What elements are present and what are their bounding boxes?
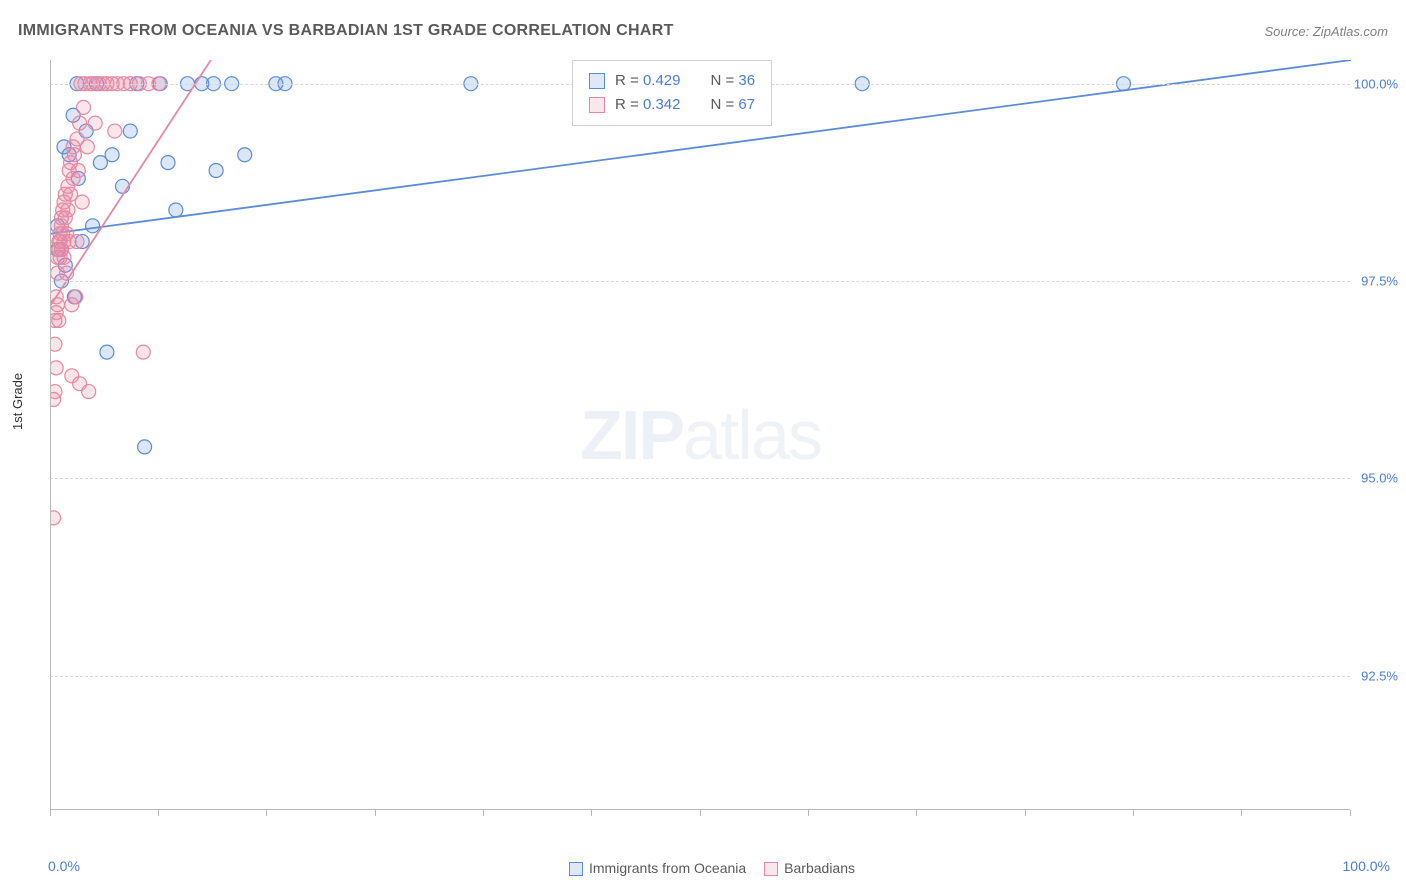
scatter-svg — [51, 60, 1351, 810]
data-point-oceania — [105, 148, 119, 162]
stat-r-value: 0.342 — [643, 96, 681, 113]
data-point-barbadians — [73, 116, 87, 130]
gridline — [50, 478, 1350, 479]
stat-n-label: N = 67 — [710, 93, 755, 117]
data-point-barbadians — [51, 361, 63, 375]
stat-n-value: 67 — [738, 96, 755, 113]
data-point-oceania — [100, 345, 114, 359]
legend-bottom: Immigrants from Oceania Barbadians — [0, 860, 1406, 876]
stat-r-label: R = 0.429 — [615, 69, 680, 93]
legend-swatch-oceania — [569, 862, 583, 876]
legend-label-barbadians: Barbadians — [784, 860, 855, 876]
data-point-oceania — [169, 203, 183, 217]
data-point-barbadians — [51, 385, 62, 399]
data-point-oceania — [238, 148, 252, 162]
source-site: ZipAtlas.com — [1313, 24, 1388, 39]
y-tick-label: 97.5% — [1361, 274, 1398, 289]
data-point-barbadians — [70, 235, 84, 249]
x-tick-mark — [483, 810, 484, 816]
y-tick-label: 95.0% — [1361, 471, 1398, 486]
x-tick-mark — [266, 810, 267, 816]
plot-area: ZIPatlas — [50, 60, 1350, 810]
data-point-barbadians — [75, 195, 89, 209]
stat-n-label: N = 36 — [710, 69, 755, 93]
y-tick-label: 92.5% — [1361, 668, 1398, 683]
source-prefix: Source: — [1264, 24, 1312, 39]
legend-swatch-barbadians — [764, 862, 778, 876]
x-tick-mark — [591, 810, 592, 816]
data-point-barbadians — [108, 124, 122, 138]
data-point-barbadians — [67, 148, 81, 162]
data-point-oceania — [161, 156, 175, 170]
x-tick-mark — [916, 810, 917, 816]
gridline — [50, 281, 1350, 282]
stats-legend-box: R = 0.429 N = 36 R = 0.342 N = 67 — [572, 60, 772, 126]
data-point-barbadians — [80, 140, 94, 154]
x-tick-mark — [1241, 810, 1242, 816]
data-point-barbadians — [65, 369, 79, 383]
data-point-barbadians — [60, 266, 74, 280]
y-axis-label: 1st Grade — [10, 373, 25, 430]
data-point-barbadians — [52, 314, 66, 328]
x-tick-mark — [808, 810, 809, 816]
gridline — [50, 676, 1350, 677]
data-point-barbadians — [77, 100, 91, 114]
data-point-oceania — [209, 164, 223, 178]
data-point-barbadians — [69, 290, 83, 304]
legend-swatch-oceania — [589, 73, 605, 89]
data-point-barbadians — [51, 298, 65, 312]
stats-row-barbadians: R = 0.342 N = 67 — [589, 93, 755, 117]
y-tick-label: 100.0% — [1354, 76, 1398, 91]
stat-r-value: 0.429 — [643, 72, 681, 89]
x-tick-mark — [1133, 810, 1134, 816]
legend-label-oceania: Immigrants from Oceania — [589, 860, 746, 876]
stat-r-label: R = 0.342 — [615, 93, 680, 117]
chart-title: IMMIGRANTS FROM OCEANIA VS BARBADIAN 1ST… — [18, 22, 674, 40]
data-point-barbadians — [136, 345, 150, 359]
x-tick-mark — [158, 810, 159, 816]
x-tick-mark — [700, 810, 701, 816]
data-point-barbadians — [51, 511, 61, 525]
stats-row-oceania: R = 0.429 N = 36 — [589, 69, 755, 93]
x-tick-mark — [50, 810, 51, 816]
data-point-oceania — [86, 219, 100, 233]
x-tick-mark — [1025, 810, 1026, 816]
source-attribution: Source: ZipAtlas.com — [1264, 24, 1388, 39]
data-point-barbadians — [57, 250, 71, 264]
data-point-barbadians — [88, 116, 102, 130]
data-point-barbadians — [71, 164, 85, 178]
data-point-oceania — [138, 440, 152, 454]
data-point-barbadians — [51, 337, 62, 351]
data-point-oceania — [123, 124, 137, 138]
x-tick-mark — [1350, 810, 1351, 816]
data-point-barbadians — [61, 203, 75, 217]
stat-n-value: 36 — [738, 72, 755, 89]
legend-swatch-barbadians — [589, 97, 605, 113]
x-tick-mark — [375, 810, 376, 816]
